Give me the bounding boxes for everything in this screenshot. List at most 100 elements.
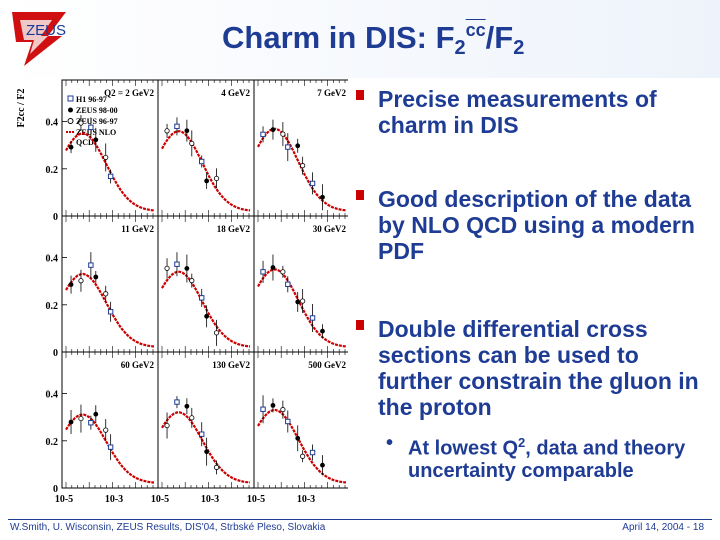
title-sub1: 2 xyxy=(454,37,466,59)
data-point xyxy=(107,309,114,315)
title-main: Charm in DIS: F xyxy=(222,20,455,55)
data-point xyxy=(204,313,210,319)
title-banner xyxy=(0,0,720,78)
data-point xyxy=(189,415,195,421)
data-point xyxy=(103,154,109,161)
legend-marker-zeus9697 xyxy=(67,118,74,124)
data-point xyxy=(295,435,301,441)
data-point xyxy=(88,124,94,131)
data-point xyxy=(199,295,205,301)
panel-frame xyxy=(157,215,255,353)
bullet-2: Good description of the data by NLO QCD … xyxy=(356,186,716,264)
panel-frame xyxy=(253,79,351,217)
data-point xyxy=(78,415,84,422)
data-point xyxy=(309,315,316,321)
logo-label: ZEUS xyxy=(26,22,67,39)
data-point xyxy=(88,420,94,426)
data-point xyxy=(285,144,291,150)
data-point xyxy=(213,330,220,336)
data-point xyxy=(174,261,180,267)
slide-title: Charm in DIS: F2cc/F2 xyxy=(222,20,524,60)
data-point xyxy=(164,128,170,134)
qcd-curve xyxy=(161,270,251,348)
panel-label: 18 GeV2 xyxy=(217,224,251,234)
data-point xyxy=(309,449,316,456)
data-point xyxy=(184,403,190,409)
sub-bullet-text: At lowest Q2, data and theory uncertaint… xyxy=(386,432,706,482)
data-point xyxy=(68,419,74,425)
data-point xyxy=(103,427,109,433)
data-point xyxy=(184,128,190,134)
data-point xyxy=(300,163,306,169)
y-tick-label: 0 xyxy=(53,348,58,359)
x-tick-label: 10-3 xyxy=(201,494,219,505)
data-point xyxy=(93,137,99,143)
y-axis-title: F2cc / F2 xyxy=(16,89,27,128)
legend-marker-zeus9800 xyxy=(68,107,73,113)
data-point xyxy=(285,418,291,425)
data-point xyxy=(300,298,306,304)
data-point xyxy=(164,422,170,429)
data-point xyxy=(270,127,276,133)
y-tick-label: 0.4 xyxy=(46,390,59,401)
data-point xyxy=(189,140,195,147)
panel-frame xyxy=(157,79,255,217)
y-tick-label: 0.2 xyxy=(46,437,59,448)
panel-frame xyxy=(61,215,159,353)
data-point xyxy=(103,291,109,297)
qcd-curve xyxy=(65,132,155,212)
data-point xyxy=(309,180,316,187)
panel-label: 11 GeV2 xyxy=(121,224,154,234)
data-point xyxy=(68,144,74,150)
bullet-marker-icon xyxy=(356,90,364,100)
y-tick-label: 0.4 xyxy=(46,118,59,129)
qcd-curve xyxy=(161,411,251,484)
panel-label: 130 GeV2 xyxy=(212,360,250,370)
footer-rule xyxy=(8,519,712,520)
legend-zeus9697: ZEUS 96-97 xyxy=(76,117,118,126)
title-sub2: 2 xyxy=(513,37,525,59)
data-point xyxy=(189,278,195,284)
x-tick-label: 10-3 xyxy=(297,494,315,505)
footer-right: April 14, 2004 - 18 xyxy=(622,522,704,533)
bullet-1: Precise measurements of charm in DIS xyxy=(356,86,716,138)
qcd-curve xyxy=(257,268,347,348)
y-tick-label: 0 xyxy=(53,212,58,223)
data-point xyxy=(270,265,276,270)
data-point xyxy=(300,453,306,459)
panel-frame xyxy=(61,351,159,489)
data-point xyxy=(285,281,291,287)
data-point xyxy=(78,278,84,284)
x-tick-label: 10-5 xyxy=(247,494,265,505)
data-point xyxy=(320,328,325,334)
data-point xyxy=(199,158,205,165)
x-tick-label: 10-5 xyxy=(151,494,169,505)
data-point xyxy=(164,265,170,271)
data-point xyxy=(280,269,286,275)
legend-qcd: QCD xyxy=(76,138,94,147)
data-point xyxy=(260,269,266,275)
data-point xyxy=(78,120,84,126)
sub-bullet-prefix: At lowest Q xyxy=(408,437,519,460)
zeus-logo xyxy=(8,10,70,68)
sub-bullet-sup: 2 xyxy=(518,435,526,450)
data-point xyxy=(270,402,276,408)
data-point xyxy=(260,131,266,138)
panel-frame xyxy=(157,351,255,489)
sub-bullet-dot-icon: • xyxy=(386,432,394,454)
charm-fraction-plot: Q2 = 2 GeV2 4 GeV2 7 GeV2 11 GeV2 18 GeV2 30 … xyxy=(8,78,355,520)
data-point xyxy=(107,444,114,450)
y-tick-label: 0 xyxy=(53,484,58,495)
data-point xyxy=(213,464,220,470)
data-point xyxy=(107,173,114,180)
panel-label: 60 GeV2 xyxy=(121,360,155,370)
data-point xyxy=(320,194,325,200)
y-tick-label: 0.2 xyxy=(46,165,59,176)
qcd-curve xyxy=(257,127,347,212)
legend-zeus9800: ZEUS 98-00 xyxy=(76,106,118,115)
data-point xyxy=(88,262,94,268)
data-point xyxy=(199,431,205,437)
data-point xyxy=(295,143,301,149)
title-slash: /F xyxy=(485,20,514,55)
bullet-2-text: Good description of the data by NLO QCD … xyxy=(378,186,695,264)
